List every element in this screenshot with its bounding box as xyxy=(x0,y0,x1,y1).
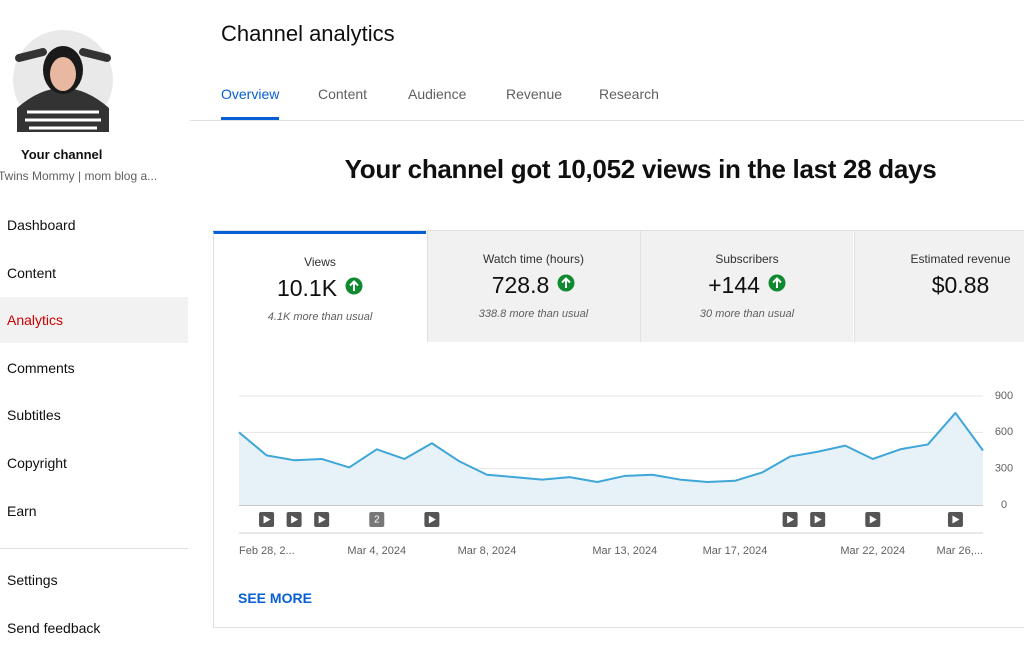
tab-divider xyxy=(190,120,1024,121)
metric-value: 728.8 xyxy=(492,272,550,298)
metric-value: +144 xyxy=(708,272,760,298)
metric-note: 338.8 more than usual xyxy=(428,308,640,320)
avatar[interactable] xyxy=(7,28,119,132)
metric-card[interactable]: Views 10.1K 4.1K more than usual xyxy=(213,231,426,342)
x-tick-label: Mar 26,... xyxy=(937,545,983,557)
x-tick-label: Mar 4, 2024 xyxy=(347,545,406,557)
nav-item[interactable]: Dashboard xyxy=(0,202,188,248)
tab[interactable]: Audience xyxy=(408,86,466,120)
tab[interactable]: Overview xyxy=(221,86,279,120)
chart: 0 300 600 900 2 Feb 28, 2... Mar 4, 2024 Mar 8,… xyxy=(214,340,1024,580)
y-tick-label: 0 xyxy=(1001,499,1007,511)
nav-item[interactable]: Settings xyxy=(0,557,188,603)
y-tick-label: 300 xyxy=(995,463,1013,475)
trend-up-icon xyxy=(345,277,363,295)
metric-value-row: $0.88 xyxy=(855,272,1024,299)
metric-note: 4.1K more than usual xyxy=(214,311,426,323)
metric-title: Subscribers xyxy=(641,252,853,266)
x-tick-label: Mar 8, 2024 xyxy=(458,545,517,557)
trend-up-icon xyxy=(557,274,575,292)
metric-title: Views xyxy=(214,255,426,269)
nav-item[interactable]: Analytics xyxy=(0,297,188,343)
metric-value: 10.1K xyxy=(277,275,337,301)
page-title: Channel analytics xyxy=(221,21,395,47)
nav-item[interactable]: Copyright xyxy=(0,440,188,486)
metric-card[interactable]: Watch time (hours) 728.8 338.8 more than u… xyxy=(427,231,640,342)
channel-name: Twins Mommy | mom blog a... xyxy=(0,169,157,183)
tab[interactable]: Content xyxy=(318,86,367,120)
tab[interactable]: Revenue xyxy=(506,86,562,120)
x-tick-label: Feb 28, 2... xyxy=(239,545,295,557)
chart-panel: 0 300 600 900 2 Feb 28, 2... Mar 4, 2024 Mar 8,… xyxy=(213,340,1024,628)
metric-card[interactable]: Subscribers +144 30 more than usual xyxy=(640,231,853,342)
x-tick-label: Mar 13, 2024 xyxy=(592,545,657,557)
nav-item[interactable]: Earn xyxy=(0,488,188,534)
nav-item[interactable]: Content xyxy=(0,250,188,296)
nav-item[interactable]: Send feedback xyxy=(0,605,188,651)
divider xyxy=(0,548,188,549)
metric-value-row: 10.1K xyxy=(214,275,426,302)
headline: Your channel got 10,052 views in the las… xyxy=(213,154,1024,185)
see-more[interactable]: SEE MORE xyxy=(238,590,312,606)
x-tick-label: Mar 22, 2024 xyxy=(840,545,905,557)
channel-label: Your channel xyxy=(21,147,102,162)
metric-title: Watch time (hours) xyxy=(428,252,640,266)
y-tick-label: 600 xyxy=(995,426,1013,438)
nav-item[interactable]: Subtitles xyxy=(0,392,188,438)
metric-note: 30 more than usual xyxy=(641,308,853,320)
metric-value: $0.88 xyxy=(932,272,990,298)
x-tick-label: Mar 17, 2024 xyxy=(703,545,768,557)
metric-title: Estimated revenue xyxy=(855,252,1024,266)
tab[interactable]: Research xyxy=(599,86,659,120)
metric-card[interactable]: Estimated revenue $0.88 xyxy=(854,231,1024,342)
y-tick-label: 900 xyxy=(995,390,1013,402)
metric-value-row: 728.8 xyxy=(428,272,640,299)
nav-item[interactable]: Comments xyxy=(0,345,188,391)
trend-up-icon xyxy=(768,274,786,292)
marker-count: 2 xyxy=(374,515,380,526)
metric-value-row: +144 xyxy=(641,272,853,299)
sidebar: Your channel Twins Mommy | mom blog a...… xyxy=(0,0,188,640)
